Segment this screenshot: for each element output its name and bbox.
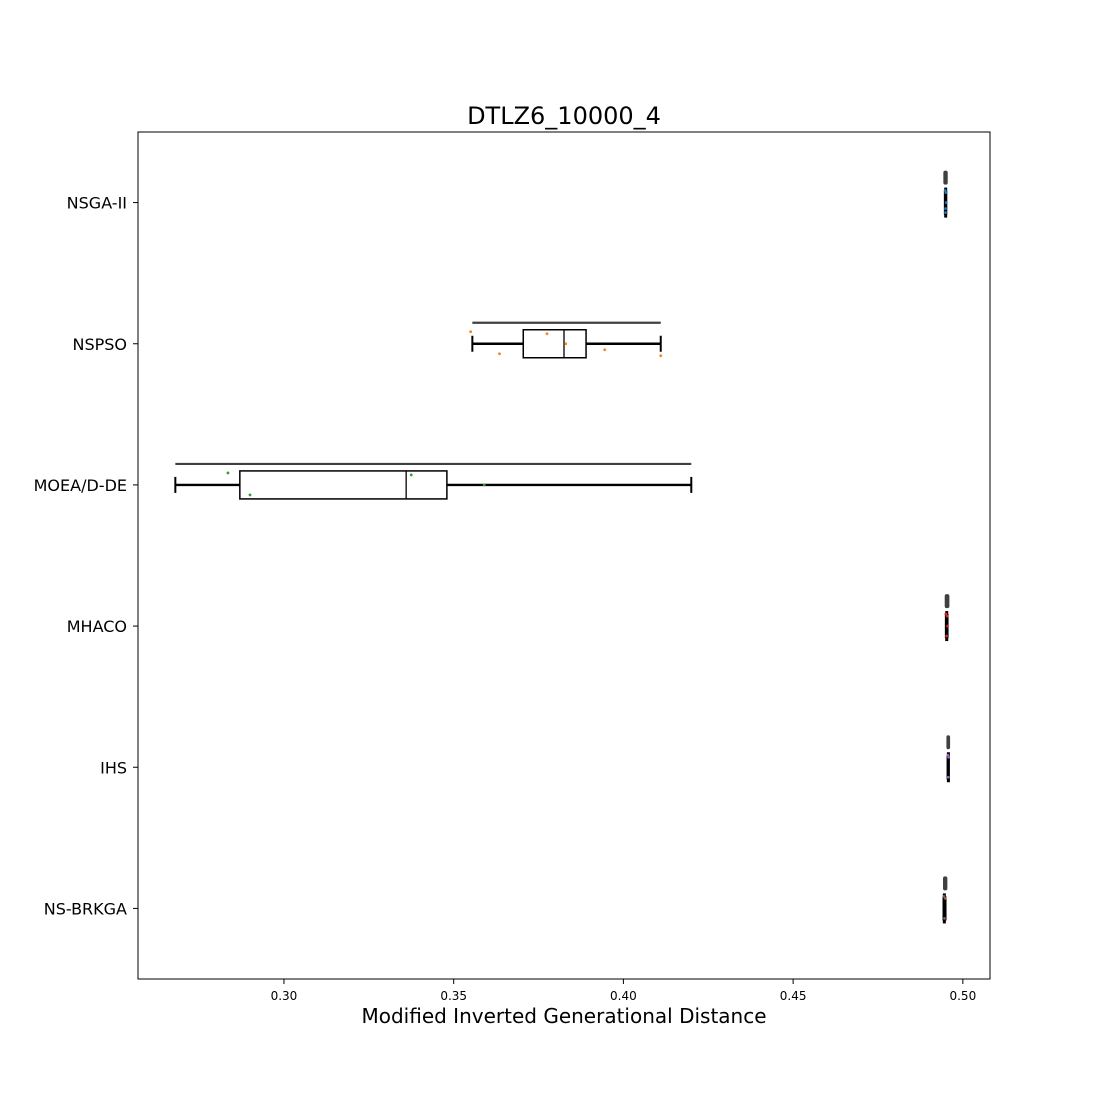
- plot-frame: [137, 131, 991, 980]
- x-tick-label: 0.50: [949, 989, 976, 1003]
- data-point: [947, 755, 950, 759]
- y-tick-label: NSGA-II: [67, 194, 127, 213]
- range-bar: [943, 876, 948, 891]
- data-point: [545, 332, 549, 336]
- x-axis-label: Modified Inverted Generational Distance: [361, 1004, 766, 1028]
- y-tick-label: IHS: [100, 758, 127, 777]
- series-ns-brkga: [942, 876, 948, 924]
- data-point: [603, 348, 607, 352]
- x-tick-label: 0.35: [440, 989, 467, 1003]
- data-point: [944, 207, 947, 210]
- data-point: [943, 917, 946, 920]
- data-point: [944, 612, 948, 616]
- series-mhaco: [944, 594, 950, 642]
- range-bar: [943, 170, 948, 185]
- data-point: [226, 471, 230, 475]
- series-nsga-ii: [943, 170, 948, 218]
- series-nspso: [469, 321, 663, 359]
- y-tick-label: MHACO: [67, 617, 127, 636]
- box: [522, 329, 587, 359]
- series-ihs: [946, 735, 951, 783]
- chart-title: DTLZ6_10000_4: [467, 102, 661, 130]
- data-point: [946, 775, 950, 779]
- data-point: [945, 634, 948, 638]
- data-point: [564, 342, 568, 346]
- y-tick-label: NSPSO: [72, 335, 127, 354]
- data-point: [659, 354, 663, 358]
- y-axis: NSGA-II NSPSO MOEA/D-DE MHACO IHS NS-BRKGA: [34, 194, 138, 918]
- data-point: [469, 330, 473, 334]
- x-tick-label: 0.30: [271, 989, 298, 1003]
- data-point: [482, 483, 486, 487]
- series-moea-d-de: [174, 462, 693, 500]
- data-point: [945, 614, 949, 618]
- data-point: [944, 191, 948, 194]
- data-point: [498, 352, 501, 356]
- y-tick-label: MOEA/D-DE: [34, 476, 127, 495]
- plot-marks: [174, 170, 951, 924]
- box: [239, 470, 448, 500]
- range-bar: [946, 735, 951, 750]
- data-point: [943, 897, 947, 900]
- y-tick-label: NS-BRKGA: [44, 899, 127, 918]
- data-point: [409, 473, 413, 477]
- x-tick-label: 0.40: [610, 989, 637, 1003]
- data-point: [944, 201, 948, 204]
- data-point: [248, 493, 252, 497]
- data-point: [946, 624, 949, 628]
- x-axis: 0.30 0.35 0.40 0.45 0.50: [271, 979, 976, 1003]
- x-tick-label: 0.45: [780, 989, 807, 1003]
- data-point: [942, 895, 946, 898]
- data-point: [944, 211, 947, 214]
- range-bar: [944, 594, 950, 609]
